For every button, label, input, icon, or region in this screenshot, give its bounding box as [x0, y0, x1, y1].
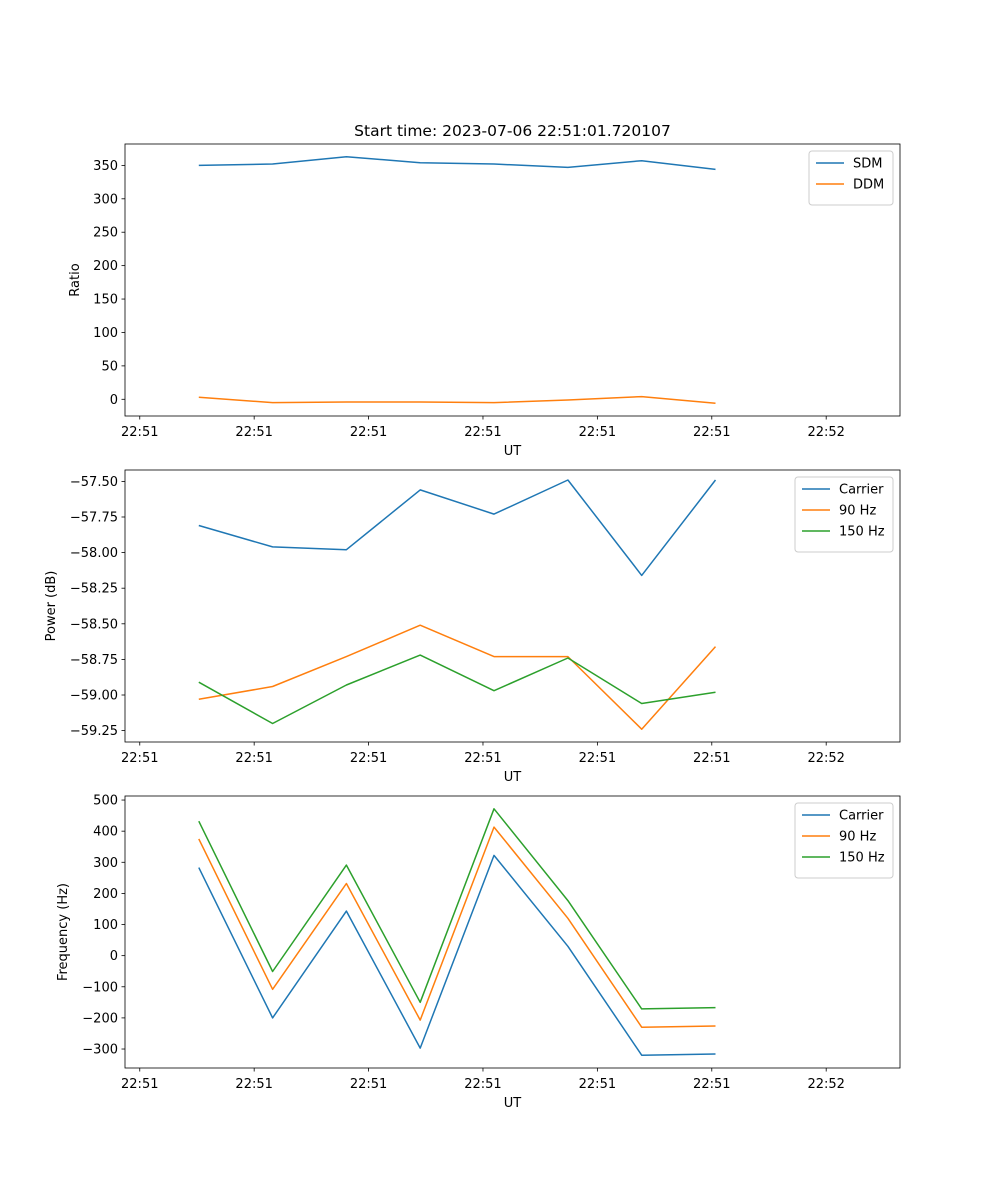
x-tick-label: 22:51: [121, 751, 158, 766]
x-tick-label: 22:52: [807, 425, 844, 440]
x-tick-label: 22:52: [807, 751, 844, 766]
y-tick-label: 50: [101, 359, 118, 374]
x-tick-label: 22:51: [350, 751, 387, 766]
x-tick-label: 22:51: [693, 425, 730, 440]
y-tick-label: −58.00: [70, 546, 118, 561]
y-tick-label: 100: [93, 326, 118, 341]
y-axis-label: Power (dB): [44, 571, 59, 642]
y-axis-label: Frequency (Hz): [56, 883, 71, 981]
series-line-150-hz: [198, 808, 716, 1010]
y-tick-label: 0: [110, 949, 118, 964]
x-tick-label: 22:51: [693, 1077, 730, 1092]
x-tick-label: 22:51: [121, 1077, 158, 1092]
legend-label: 90 Hz: [839, 830, 876, 845]
chart-panel-3: 22:51 22:51 22:51 22:51 22:51 22:51 22:52 −300 −…: [56, 794, 901, 1111]
y-tick-label: 150: [93, 293, 118, 308]
y-tick-label: −300: [82, 1043, 118, 1058]
legend-label: 150 Hz: [839, 851, 885, 866]
y-tick-label: −57.75: [70, 510, 118, 525]
y-tick-label: 250: [93, 226, 118, 241]
x-tick-label: 22:51: [350, 1077, 387, 1092]
y-tick-label: 500: [93, 794, 118, 809]
y-tick-label: −58.75: [70, 653, 118, 668]
y-tick-label: 200: [93, 259, 118, 274]
y-tick-label: 350: [93, 159, 118, 174]
x-axis-label: UT: [504, 770, 522, 785]
chart-panel-1: 22:51 22:51 22:51 22:51 22:51 22:51 22:52 0 50 10…: [68, 122, 901, 459]
x-tick-label: 22:51: [235, 751, 272, 766]
series-line-90-hz: [198, 826, 716, 1028]
series-line-ddm: [198, 395, 716, 405]
x-tick-label: 22:51: [579, 425, 616, 440]
series-line-sdm: [198, 155, 716, 171]
series-line-carrier: [198, 854, 716, 1056]
legend-label: 90 Hz: [839, 504, 876, 519]
legend: Carrier 90 Hz 150 Hz: [794, 476, 894, 553]
y-tick-label: −57.50: [70, 475, 118, 490]
chart-panel-2: 22:51 22:51 22:51 22:51 22:51 22:51 22:52 −59.2…: [44, 469, 901, 785]
x-tick-label: 22:51: [464, 425, 501, 440]
legend-label: SDM: [853, 157, 882, 172]
legend-label: Carrier: [839, 809, 884, 824]
x-axis-label: UT: [504, 1096, 522, 1111]
legend-label: DDM: [853, 178, 884, 193]
y-tick-label: −200: [82, 1011, 118, 1026]
y-tick-label: −58.25: [70, 582, 118, 597]
y-tick-label: −58.50: [70, 617, 118, 632]
x-tick-label: 22:51: [693, 751, 730, 766]
legend: Carrier 90 Hz 150 Hz: [794, 802, 894, 879]
x-tick-label: 22:51: [350, 425, 387, 440]
legend-box: [794, 476, 894, 553]
x-tick-label: 22:51: [235, 425, 272, 440]
axes-frame: [124, 143, 901, 417]
x-tick-label: 22:51: [235, 1077, 272, 1092]
legend-label: Carrier: [839, 483, 884, 498]
x-tick-label: 22:51: [464, 751, 501, 766]
y-tick-label: 400: [93, 825, 118, 840]
series-line-90-hz: [198, 624, 717, 730]
y-tick-label: −59.25: [70, 724, 118, 739]
y-tick-label: 200: [93, 887, 118, 902]
y-axis-label: Ratio: [68, 263, 83, 296]
y-tick-label: −100: [82, 980, 118, 995]
series-line-150-hz: [198, 654, 716, 725]
y-tick-label: −59.00: [70, 689, 118, 704]
x-tick-label: 22:51: [464, 1077, 501, 1092]
chart-title: Start time: 2023-07-06 22:51:01.720107: [354, 122, 671, 140]
legend: SDM DDM: [808, 150, 894, 206]
series-line-carrier: [198, 479, 717, 577]
y-tick-label: 300: [93, 192, 118, 207]
x-tick-label: 22:52: [807, 1077, 844, 1092]
y-tick-label: 100: [93, 918, 118, 933]
axes-frame: [124, 795, 901, 1069]
x-tick-label: 22:51: [579, 1077, 616, 1092]
legend-label: 150 Hz: [839, 525, 885, 540]
x-tick-label: 22:51: [121, 425, 158, 440]
y-tick-label: 0: [110, 393, 118, 408]
axes-frame: [124, 469, 901, 743]
x-axis-label: UT: [504, 444, 522, 459]
legend-box: [808, 150, 894, 206]
y-tick-label: 300: [93, 856, 118, 871]
x-tick-label: 22:51: [579, 751, 616, 766]
legend-box: [794, 802, 894, 879]
